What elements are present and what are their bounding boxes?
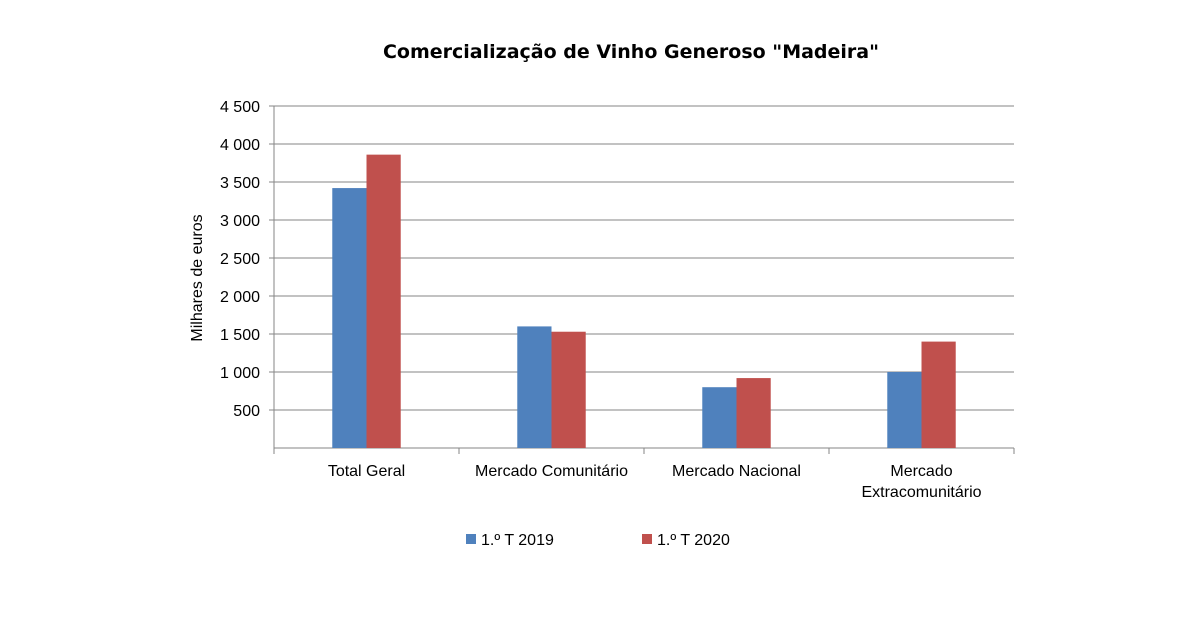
legend-label: 1.º T 2019 (481, 532, 554, 549)
bar (887, 372, 922, 448)
bar (366, 154, 401, 448)
chart-title: Comercialização de Vinho Generoso "Madei… (383, 41, 879, 63)
category-label-line: Total Geral (328, 463, 405, 480)
y-tick-label: 1 500 (220, 327, 260, 344)
bar (551, 331, 586, 448)
y-tick-label: 500 (233, 403, 260, 420)
y-tick-label: 1 000 (220, 365, 260, 382)
legend: 1.º T 2019 1.º T 2020 (466, 532, 730, 549)
bars (332, 154, 956, 448)
y-tick-label: 4 500 (220, 99, 260, 116)
category-label: Total Geral (328, 463, 405, 480)
category-label-line: Mercado Nacional (672, 463, 801, 480)
category-label: Mercado Extracomunitário (861, 463, 981, 501)
category-labels: Total Geral Mercado Comunitário Mercado Na… (328, 463, 982, 501)
y-tick-label: 3 000 (220, 213, 260, 230)
category-label: Mercado Comunitário (475, 463, 628, 480)
y-tick-labels: 500 1 000 1 500 2 000 2 500 3 000 3 500 4 000 4 … (220, 99, 260, 420)
y-tick-label: 2 000 (220, 289, 260, 306)
y-axis-label: Milhares de euros (189, 214, 206, 341)
bar (332, 188, 367, 448)
legend-swatch (642, 534, 652, 544)
category-label: Mercado Nacional (672, 463, 801, 480)
legend-swatch (466, 534, 476, 544)
y-tick-label: 4 000 (220, 137, 260, 154)
bar (736, 378, 771, 448)
bar (702, 387, 737, 448)
category-label-line: Mercado (890, 463, 952, 480)
y-tick-label: 3 500 (220, 175, 260, 192)
y-tick-label: 2 500 (220, 251, 260, 268)
category-label-line: Extracomunitário (861, 484, 981, 501)
legend-label: 1.º T 2020 (657, 532, 730, 549)
bar (921, 341, 956, 448)
category-label-line: Mercado Comunitário (475, 463, 628, 480)
bar (517, 326, 552, 448)
